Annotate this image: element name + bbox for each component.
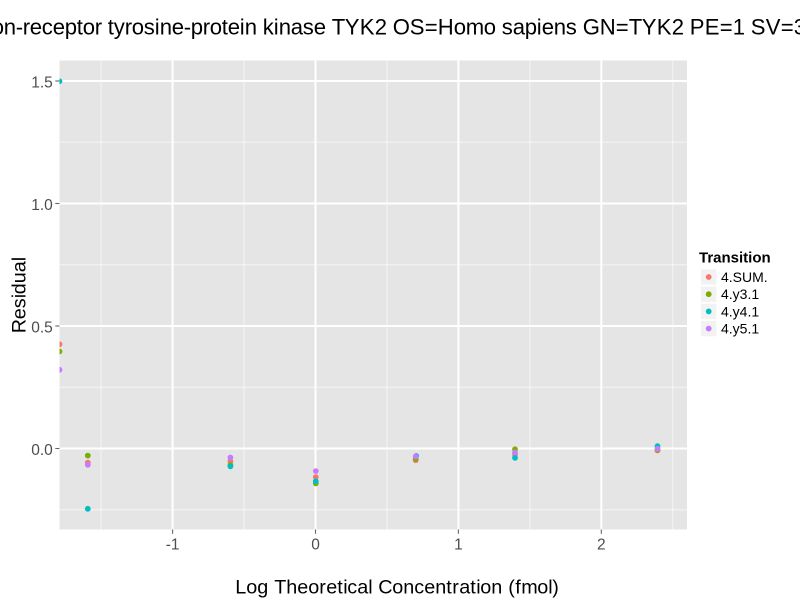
svg-text:2: 2 (597, 537, 606, 554)
svg-text:0: 0 (311, 537, 320, 554)
svg-text:4.SUM.: 4.SUM. (721, 269, 768, 285)
svg-text:4.y5.1: 4.y5.1 (721, 321, 759, 337)
svg-text:Log Theoretical Concentration: Log Theoretical Concentration (fmol) (235, 577, 559, 599)
svg-text:0.0: 0.0 (31, 442, 53, 459)
svg-text:1: 1 (454, 537, 463, 554)
svg-text:4.y4.1: 4.y4.1 (721, 303, 759, 319)
svg-text:1.0: 1.0 (31, 197, 53, 214)
svg-text:Non-receptor tyrosine-protein: Non-receptor tyrosine-protein kinase TYK… (0, 14, 800, 39)
svg-text:-1: -1 (166, 537, 180, 554)
svg-text:4.y3.1: 4.y3.1 (721, 286, 759, 302)
svg-text:Transition: Transition (699, 250, 771, 267)
svg-text:Residual: Residual (9, 257, 31, 333)
svg-text:1.5: 1.5 (31, 74, 53, 91)
svg-text:0.5: 0.5 (31, 319, 53, 336)
